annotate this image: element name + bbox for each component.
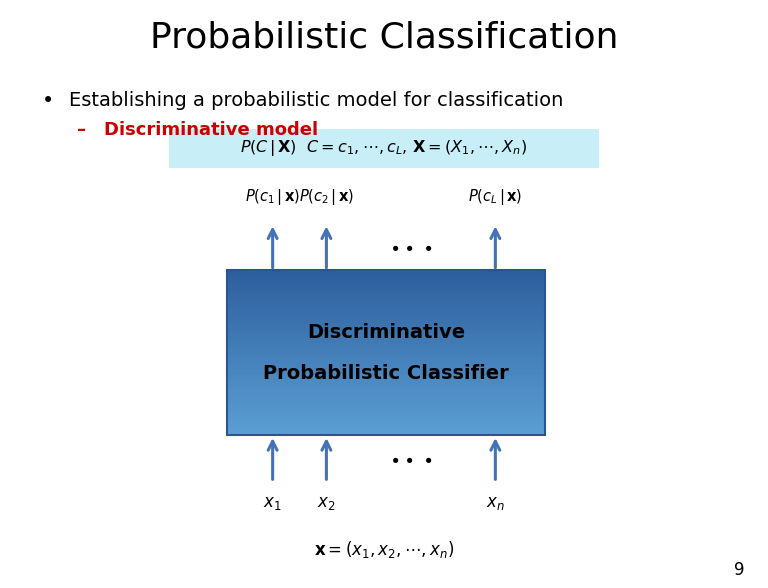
Bar [227, 430, 545, 432]
Bar [227, 348, 545, 350]
Bar [227, 273, 545, 276]
Bar [227, 424, 545, 427]
Text: Discriminative: Discriminative [307, 323, 465, 342]
Text: $\bullet\bullet\bullet$: $\bullet\bullet\bullet$ [389, 238, 432, 256]
Bar [227, 422, 545, 424]
Bar [227, 282, 545, 284]
Bar [227, 339, 545, 342]
Bar [227, 328, 545, 331]
Bar [227, 402, 545, 405]
Text: •: • [42, 91, 55, 111]
Bar [227, 320, 545, 323]
Text: $P(c_1\,|\,\mathbf{x})$: $P(c_1\,|\,\mathbf{x})$ [245, 187, 300, 207]
Bar [227, 391, 545, 394]
Bar [227, 323, 545, 325]
Bar [227, 342, 545, 345]
Bar [227, 358, 545, 361]
Bar [227, 427, 545, 430]
Bar [227, 397, 545, 399]
Bar [227, 375, 545, 377]
Bar [227, 407, 545, 410]
Bar [227, 270, 545, 435]
Bar [227, 300, 545, 303]
Text: Probabilistic Classifier: Probabilistic Classifier [263, 364, 508, 383]
Bar [227, 399, 545, 402]
Text: $x_n$: $x_n$ [486, 494, 505, 512]
Bar [227, 372, 545, 375]
Bar [227, 336, 545, 339]
Bar [227, 386, 545, 389]
Text: $x_1$: $x_1$ [263, 494, 282, 512]
Bar [227, 298, 545, 300]
Bar [227, 306, 545, 309]
Bar [227, 303, 545, 306]
Bar [227, 410, 545, 413]
Bar [227, 315, 545, 317]
Bar [227, 295, 545, 298]
Bar [227, 309, 545, 312]
Bar [227, 405, 545, 407]
Bar [227, 353, 545, 356]
Bar [227, 356, 545, 358]
Bar [227, 292, 545, 295]
Text: $x_2$: $x_2$ [317, 494, 336, 512]
Text: Probabilistic Classification: Probabilistic Classification [150, 21, 618, 55]
Text: 9: 9 [734, 561, 745, 579]
Bar [227, 383, 545, 386]
Bar [227, 345, 545, 348]
Bar [227, 432, 545, 435]
Bar [227, 284, 545, 287]
Bar [227, 317, 545, 320]
Bar [227, 270, 545, 273]
Bar [227, 276, 545, 279]
Text: Discriminative model: Discriminative model [104, 121, 318, 139]
Text: $P(c_L\,|\,\mathbf{x})$: $P(c_L\,|\,\mathbf{x})$ [468, 187, 522, 207]
Bar [227, 416, 545, 419]
Text: Establishing a probabilistic model for classification: Establishing a probabilistic model for c… [69, 91, 564, 110]
Bar [227, 413, 545, 416]
Bar [227, 325, 545, 328]
Bar [227, 287, 545, 290]
Bar [227, 377, 545, 380]
Bar [227, 312, 545, 315]
Text: $\mathbf{x}=(x_1,x_2,\cdots,x_n)$: $\mathbf{x}=(x_1,x_2,\cdots,x_n)$ [314, 539, 454, 560]
Bar [227, 333, 545, 336]
Bar [227, 394, 545, 397]
Bar [227, 331, 545, 333]
Bar [227, 290, 545, 292]
Bar [227, 361, 545, 364]
Text: $P(C\,|\,\mathbf{X})\ \ C=c_1,\cdots,c_L,\,\mathbf{X}=(X_1,\cdots,X_n)$: $P(C\,|\,\mathbf{X})\ \ C=c_1,\cdots,c_L… [240, 138, 528, 158]
Bar [227, 419, 545, 422]
Bar [169, 129, 599, 168]
Bar [227, 366, 545, 369]
Bar [227, 364, 545, 366]
Bar [227, 350, 545, 353]
Text: $P(c_2\,|\,\mathbf{x})$: $P(c_2\,|\,\mathbf{x})$ [299, 187, 354, 207]
Bar [227, 380, 545, 383]
Text: –: – [77, 121, 86, 139]
Text: $\bullet\bullet\bullet$: $\bullet\bullet\bullet$ [389, 450, 432, 467]
Bar [227, 389, 545, 391]
Bar [227, 279, 545, 282]
Bar [227, 369, 545, 372]
